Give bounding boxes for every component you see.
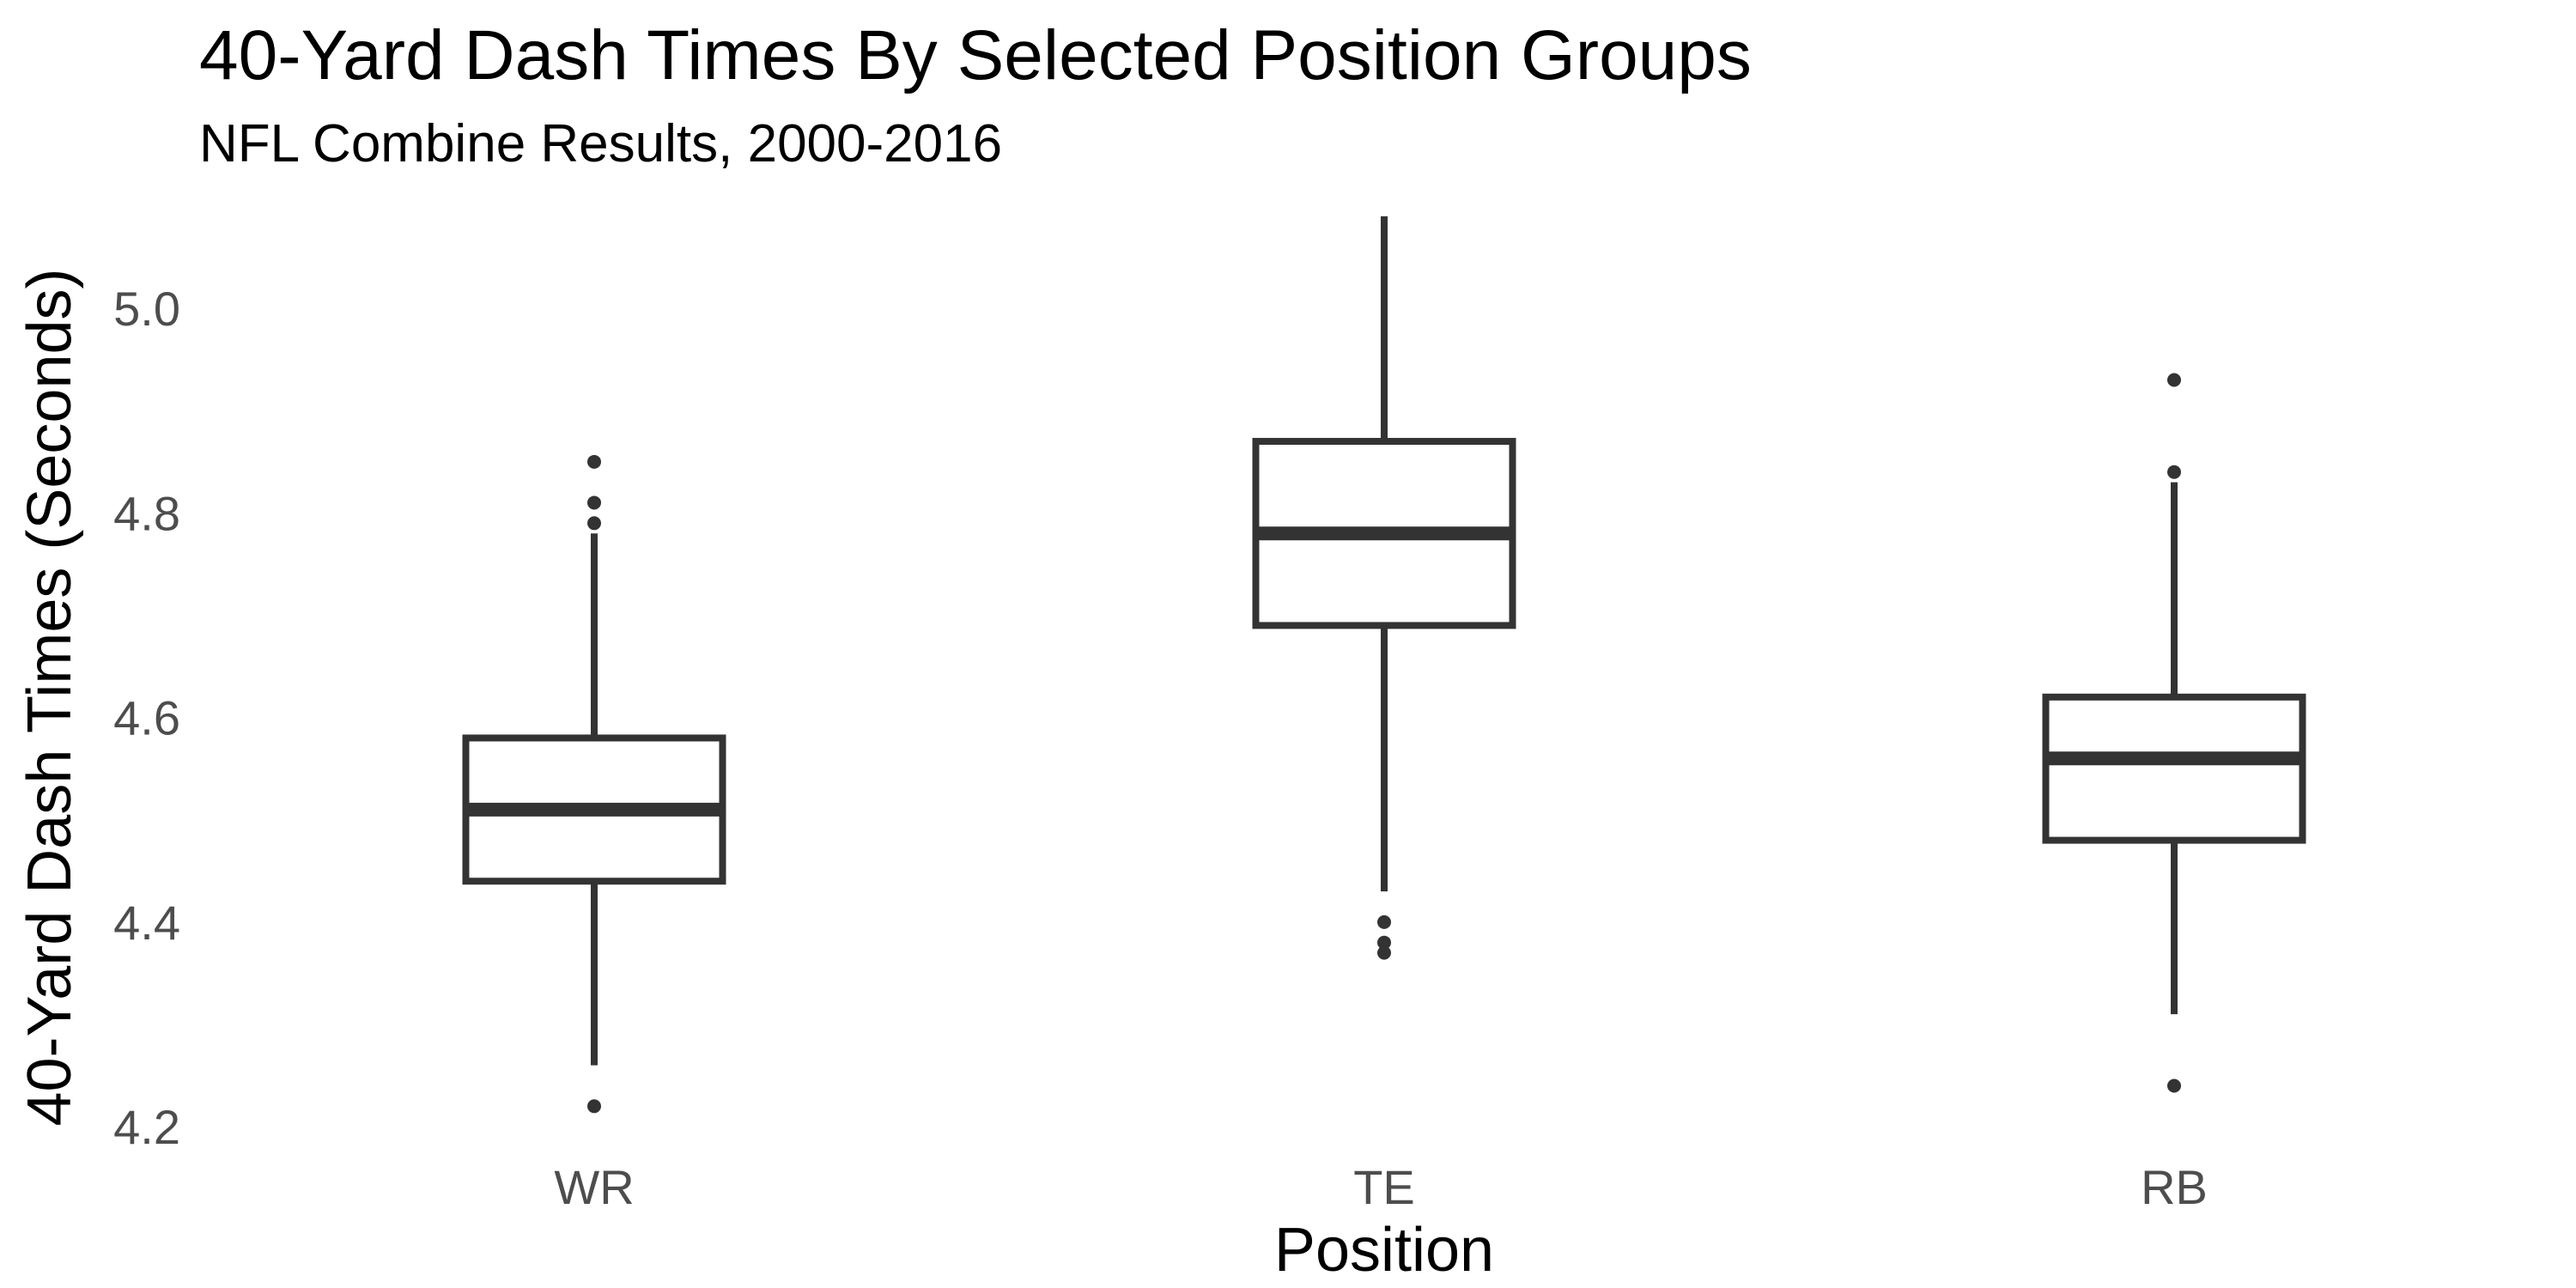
chart-title: 40-Yard Dash Times By Selected Position … [199,16,1752,94]
x-tick-label: WR [554,1160,634,1214]
plot-area [462,216,2306,1114]
y-axis-title: 40-Yard Dash Times (Seconds) [15,268,84,1126]
outlier-point [2167,1078,2181,1093]
box-group-te [1252,216,1516,960]
box-group-rb [2042,373,2306,1093]
box-group-wr [462,454,726,1114]
y-tick-label: 4.2 [113,1100,180,1154]
y-tick-label: 4.4 [113,896,180,950]
x-axis-title: Position [1274,1216,1494,1285]
outlier-point [587,516,601,531]
outlier-point [1377,914,1391,929]
iqr-box [2042,693,2306,844]
outlier-point [1377,945,1391,960]
outlier-point [2167,465,2181,479]
outlier-point [587,1099,601,1114]
y-tick-label: 4.8 [113,486,180,540]
outlier-point [2167,373,2181,387]
x-tick-label: RB [2141,1160,2208,1214]
outlier-point [587,495,601,510]
outlier-point [587,454,601,469]
outlier-point [1377,935,1391,950]
x-axis-ticks: WR TE RB [554,1160,2208,1214]
y-tick-label: 5.0 [113,282,180,336]
chart-subtitle: NFL Combine Results, 2000-2016 [199,114,1002,173]
x-tick-label: TE [1353,1160,1415,1214]
y-tick-label: 4.6 [113,691,180,745]
y-axis-ticks: 4.2 4.4 4.6 4.8 5.0 [113,282,180,1154]
